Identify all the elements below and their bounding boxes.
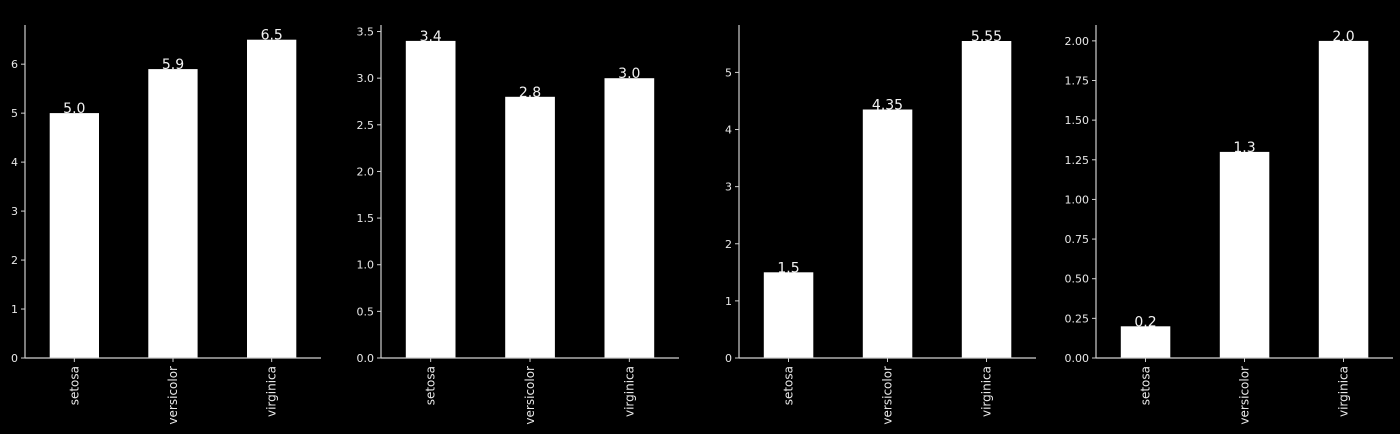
x-tick-label-setosa: setosa — [67, 366, 81, 405]
y-tick-label: 0.75 — [1065, 233, 1090, 246]
y-tick-label: 2.00 — [1065, 35, 1090, 48]
bar-setosa — [405, 40, 456, 359]
y-tick-label: 0.00 — [1065, 352, 1090, 365]
y-tick-label: 4 — [725, 124, 732, 137]
value-label-versicolor: 2.8 — [519, 85, 541, 101]
value-label-virginica: 5.55 — [971, 29, 1002, 45]
bar-versicolor — [862, 109, 913, 358]
x-tick-label-versicolor: versicolor — [166, 366, 180, 425]
y-tick-label: 1.50 — [1065, 114, 1090, 127]
bar-versicolor — [148, 69, 198, 358]
y-tick-label: 1.75 — [1065, 75, 1090, 88]
y-tick-label: 2 — [725, 238, 732, 251]
y-tick-label: 3.0 — [357, 72, 375, 85]
x-tick-label-setosa: setosa — [424, 366, 438, 405]
y-tick-label: 2.0 — [357, 165, 375, 178]
x-tick-label-virginica: virginica — [622, 366, 636, 417]
value-label-versicolor: 4.35 — [872, 98, 903, 114]
value-label-versicolor: 5.9 — [162, 57, 184, 73]
y-tick-label: 1.00 — [1065, 193, 1090, 206]
value-label-virginica: 2.0 — [1332, 29, 1354, 45]
y-tick-label: 1.0 — [357, 259, 375, 272]
y-tick-label: 2 — [11, 254, 18, 267]
y-tick-label: 5 — [725, 66, 732, 79]
bar-virginica — [247, 39, 297, 358]
y-tick-label: 0.50 — [1065, 273, 1090, 286]
x-tick-label-virginica: virginica — [980, 366, 994, 417]
y-tick-label: 3.5 — [357, 26, 375, 39]
chart-panel-4: 0.2 1.3 2.0 0.00 0.25 0.50 0.75 1.00 1.25 1.50 1.7… — [1065, 25, 1393, 425]
bar-setosa — [763, 272, 814, 358]
x-tick-label-setosa: setosa — [782, 366, 796, 405]
bar-versicolor — [1219, 151, 1270, 358]
y-tick-label: 0.0 — [357, 352, 375, 365]
value-label-setosa: 1.5 — [777, 260, 799, 276]
x-tick-label-versicolor: versicolor — [881, 366, 895, 425]
x-tick-label-virginica: virginica — [265, 366, 279, 417]
y-tick-label: 2.5 — [357, 119, 375, 132]
bar-setosa — [49, 113, 99, 358]
bar-setosa — [1120, 326, 1171, 358]
y-tick-label: 1.25 — [1065, 154, 1090, 167]
x-tick-label-versicolor: versicolor — [1238, 366, 1252, 425]
value-label-versicolor: 1.3 — [1233, 140, 1255, 156]
y-tick-label: 0.25 — [1065, 312, 1090, 325]
bar-virginica — [1318, 40, 1369, 359]
y-tick-label: 0 — [725, 352, 732, 365]
bar-virginica — [604, 78, 655, 358]
bar-virginica — [961, 41, 1012, 358]
y-tick-label: 6 — [11, 58, 18, 71]
chart-panel-1: 5.0 5.9 6.5 0 1 2 3 4 5 6 setosa versicolor virginic… — [11, 25, 321, 425]
y-tick-label: 0 — [11, 352, 18, 365]
y-tick-label: 4 — [11, 156, 18, 169]
y-tick-label: 5 — [11, 107, 18, 120]
y-tick-label: 0.5 — [357, 305, 375, 318]
value-label-setosa: 0.2 — [1134, 314, 1156, 330]
y-tick-label: 1 — [725, 295, 732, 308]
value-label-setosa: 5.0 — [63, 101, 85, 117]
value-label-virginica: 6.5 — [261, 28, 283, 44]
value-label-virginica: 3.0 — [618, 66, 640, 82]
y-tick-label: 3 — [11, 205, 18, 218]
y-tick-label: 1 — [11, 303, 18, 316]
chart-panel-3: 1.5 4.35 5.55 0 1 2 3 4 5 setosa versicolor virgini… — [725, 25, 1036, 425]
x-tick-label-setosa: setosa — [1139, 366, 1153, 405]
value-label-setosa: 3.4 — [420, 29, 442, 45]
y-tick-label: 1.5 — [357, 212, 375, 225]
x-tick-label-virginica: virginica — [1337, 366, 1351, 417]
bar-versicolor — [505, 96, 555, 359]
x-tick-label-versicolor: versicolor — [523, 366, 537, 425]
chart-panel-2: 3.4 2.8 3.0 0.0 0.5 1.0 1.5 2.0 2.5 3.0 3.5 setosa v… — [357, 25, 679, 425]
y-tick-label: 3 — [725, 181, 732, 194]
